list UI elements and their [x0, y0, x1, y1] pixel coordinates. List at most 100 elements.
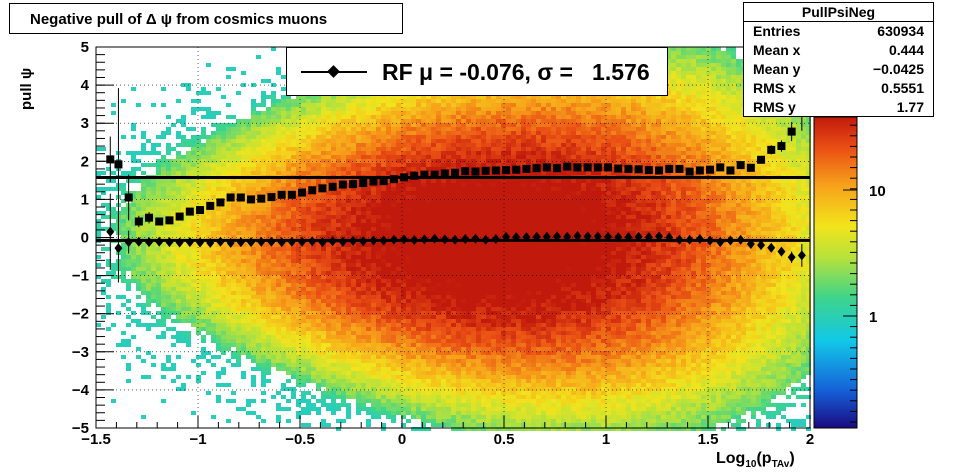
- heatmap-cell: [416, 127, 421, 131]
- heatmap-cell: [316, 331, 321, 335]
- heatmap-cell: [186, 231, 191, 235]
- heatmap-cell: [316, 107, 321, 111]
- heatmap-cell: [406, 379, 411, 383]
- heatmap-cell: [416, 211, 421, 215]
- heatmap-cell: [126, 283, 131, 287]
- heatmap-cell: [236, 207, 241, 211]
- heatmap-cell: [381, 375, 386, 379]
- heatmap-cell: [276, 283, 281, 287]
- heatmap-cell: [376, 299, 381, 303]
- heatmap-cell: [146, 247, 151, 251]
- heatmap-cell: [336, 311, 341, 315]
- heatmap-cell: [346, 99, 351, 103]
- heatmap-cell: [266, 379, 271, 383]
- heatmap-cell: [341, 163, 346, 167]
- heatmap-cell: [216, 123, 221, 127]
- heatmap-cell: [211, 131, 216, 135]
- heatmap-cell: [411, 379, 416, 383]
- heatmap-cell: [416, 299, 421, 303]
- heatmap-cell: [406, 247, 411, 251]
- heatmap-cell: [421, 391, 426, 395]
- heatmap-cell: [326, 379, 331, 383]
- heatmap-cell: [426, 211, 431, 215]
- heatmap-cell: [321, 335, 326, 339]
- heatmap-cell: [166, 187, 171, 191]
- heatmap-cell: [186, 283, 191, 287]
- heatmap-cell: [396, 327, 401, 331]
- heatmap-cell: [276, 311, 281, 315]
- heatmap-cell: [216, 211, 221, 215]
- heatmap-cell: [161, 235, 166, 239]
- heatmap-cell: [406, 287, 411, 291]
- heatmap-cell: [436, 223, 441, 227]
- heatmap-cell: [366, 103, 371, 107]
- heatmap-cell: [281, 99, 286, 103]
- heatmap-cell: [441, 311, 446, 315]
- heatmap-cell: [436, 199, 441, 203]
- heatmap-cell: [186, 275, 191, 279]
- heatmap-cell: [421, 367, 426, 371]
- heatmap-cell: [256, 191, 261, 195]
- heatmap-cell: [326, 267, 331, 271]
- heatmap-cell: [181, 335, 186, 339]
- heatmap-cell: [266, 243, 271, 247]
- heatmap-cell: [391, 215, 396, 219]
- heatmap-cell: [186, 155, 191, 159]
- heatmap-cell: [221, 275, 226, 279]
- heatmap-cell: [366, 139, 371, 143]
- heatmap-cell: [351, 139, 356, 143]
- heatmap-cell: [331, 159, 336, 163]
- heatmap-cell: [331, 207, 336, 211]
- heatmap-cell: [201, 291, 206, 295]
- heatmap-cell: [241, 247, 246, 251]
- heatmap-cell: [426, 363, 431, 367]
- heatmap-cell: [386, 103, 391, 107]
- heatmap-cell: [431, 367, 436, 371]
- heatmap-cell: [296, 219, 301, 223]
- heatmap-cell: [401, 283, 406, 287]
- heatmap-cell: [296, 379, 301, 383]
- heatmap-cell: [296, 199, 301, 203]
- heatmap-cell: [376, 307, 381, 311]
- heatmap-cell: [281, 347, 286, 351]
- heatmap-cell: [406, 107, 411, 111]
- heatmap-cell: [166, 203, 171, 207]
- heatmap-cell: [121, 331, 126, 335]
- heatmap-cell: [356, 259, 361, 263]
- heatmap-cell: [186, 295, 191, 299]
- heatmap-cell: [436, 135, 441, 139]
- heatmap-cell: [251, 147, 256, 151]
- heatmap-cell: [321, 351, 326, 355]
- heatmap-cell: [231, 151, 236, 155]
- heatmap-cell: [361, 159, 366, 163]
- heatmap-cell: [221, 235, 226, 239]
- heatmap-cell: [321, 311, 326, 315]
- heatmap-cell: [446, 407, 451, 411]
- heatmap-cell: [441, 299, 446, 303]
- heatmap-cell: [266, 235, 271, 239]
- heatmap-cell: [211, 219, 216, 223]
- heatmap-cell: [221, 327, 226, 331]
- heatmap-cell: [171, 179, 176, 183]
- heatmap-cell: [371, 299, 376, 303]
- heatmap-cell: [366, 143, 371, 147]
- heatmap-cell: [106, 259, 111, 263]
- heatmap-cell: [336, 171, 341, 175]
- heatmap-cell: [341, 339, 346, 343]
- heatmap-cell: [221, 339, 226, 343]
- heatmap-cell: [171, 219, 176, 223]
- heatmap-cell: [441, 323, 446, 327]
- heatmap-cell: [436, 387, 441, 391]
- heatmap-cell: [386, 191, 391, 195]
- heatmap-cell: [381, 255, 386, 259]
- heatmap-cell: [381, 159, 386, 163]
- heatmap-cell: [381, 283, 386, 287]
- heatmap-cell: [356, 263, 361, 267]
- heatmap-cell: [306, 231, 311, 235]
- heatmap-cell: [126, 227, 131, 231]
- heatmap-cell: [391, 379, 396, 383]
- heatmap-cell: [366, 363, 371, 367]
- heatmap-cell: [121, 279, 126, 283]
- heatmap-cell: [406, 343, 411, 347]
- heatmap-cell: [291, 99, 296, 103]
